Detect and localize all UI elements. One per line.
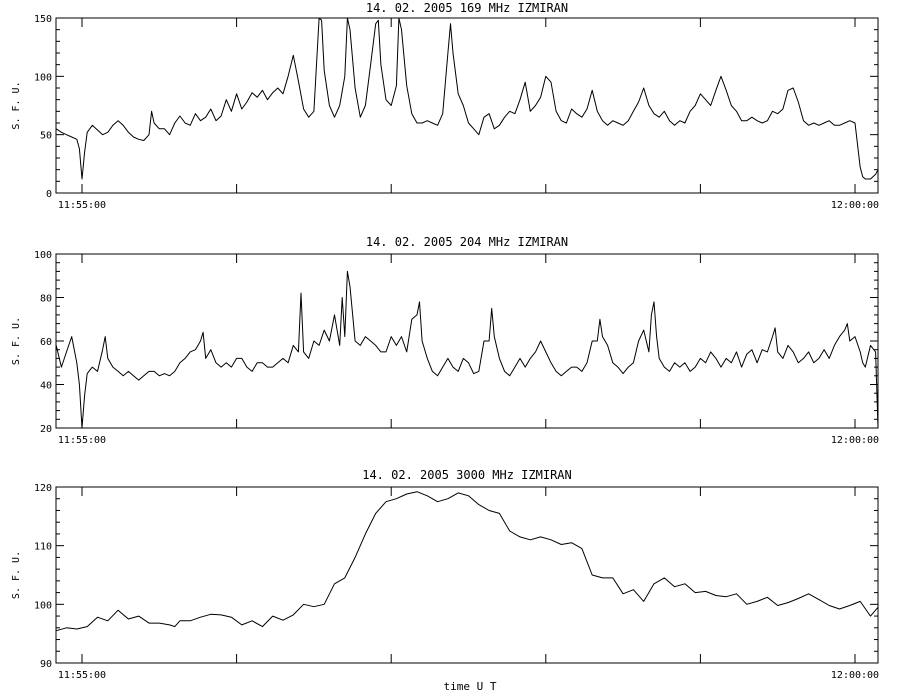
series-line-1	[56, 491, 879, 632]
y-axis-label: S. F. U.	[11, 551, 22, 599]
chart-panel-1: 14. 02. 2005 169 MHz IZMIRAN S. F. U. 0 50 1…	[11, 1, 879, 211]
y-tick-label: 20	[40, 424, 52, 435]
y-tick-label: 80	[40, 294, 52, 305]
series-line-1	[55, 270, 879, 429]
x-tick-label: 11:55:00	[58, 435, 106, 446]
chart-panel-2: 14. 02. 2005 204 MHz IZMIRAN S. F. U. 20 40…	[11, 235, 879, 446]
plot-frame	[55, 253, 879, 429]
chart-title: 14. 02. 2005 3000 MHz IZMIRAN	[362, 468, 572, 482]
y-tick-label: 50	[40, 131, 52, 142]
y-tick-label: 120	[34, 483, 52, 494]
y-tick-label: 110	[34, 542, 52, 553]
x-tick-label: 11:55:00	[58, 670, 106, 681]
y-tick-label: 90	[40, 659, 52, 670]
y-tick-label: 0	[46, 189, 52, 200]
x-tick-label: 12:00:00	[831, 200, 879, 211]
y-tick-label: 100	[34, 600, 52, 611]
series-line-1	[55, 17, 879, 180]
y-tick-label: 40	[40, 381, 52, 392]
y-axis-label: S. F. U.	[11, 81, 22, 129]
x-tick-label: 12:00:00	[831, 435, 879, 446]
y-tick-label: 100	[34, 72, 52, 83]
chart-title: 14. 02. 2005 169 MHz IZMIRAN	[366, 1, 568, 15]
chart-panel-3: 14. 02. 2005 3000 MHz IZMIRAN S. F. U. 90 1…	[11, 468, 879, 681]
y-tick-label: 150	[34, 14, 52, 25]
chart-title: 14. 02. 2005 204 MHz IZMIRAN	[366, 235, 568, 249]
y-tick-label: 60	[40, 337, 52, 348]
x-tick-label: 11:55:00	[58, 200, 106, 211]
x-tick-label: 12:00:00	[831, 670, 879, 681]
y-tick-label: 100	[34, 250, 52, 261]
plot-frame	[55, 486, 879, 664]
y-axis-label: S. F. U.	[11, 317, 22, 365]
plot-frame	[55, 17, 879, 194]
x-axis-label: time U T	[444, 680, 497, 693]
